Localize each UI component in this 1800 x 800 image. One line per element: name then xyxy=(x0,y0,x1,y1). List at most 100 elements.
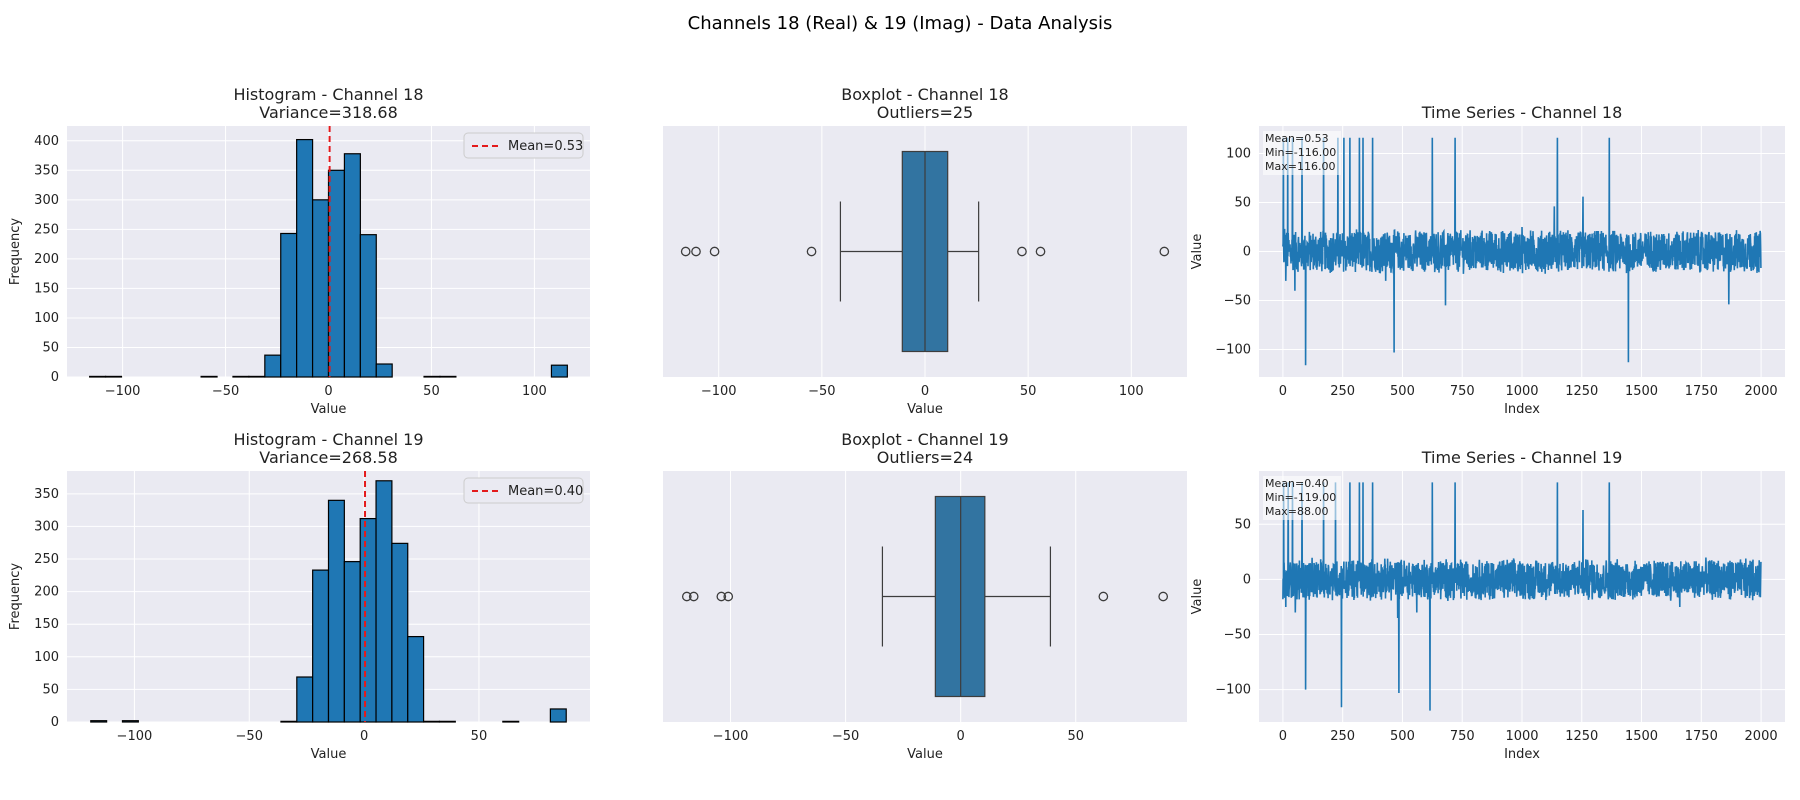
y-tick-label: 0 xyxy=(51,715,59,730)
timeseries-ch19-panel: 0 250 500 750 1000 1250 1500 1750 2000 −100 −50 0 50… xyxy=(1190,448,1785,762)
histogram-bar xyxy=(359,234,377,378)
figure-title: Channels 18 (Real) & 19 (Imag) - Data An… xyxy=(688,13,1113,34)
stats-line: Mean=0.53 xyxy=(1265,132,1329,145)
histogram-bar xyxy=(423,375,441,378)
histogram-bar xyxy=(280,232,298,378)
panel-title: Time Series - Channel 19 xyxy=(1421,448,1623,467)
x-tick-label: −50 xyxy=(832,729,859,744)
panel-subtitle: Outliers=25 xyxy=(877,103,973,122)
x-axis-label: Value xyxy=(907,402,943,417)
y-tick-label: 0 xyxy=(1243,245,1251,260)
legend-box xyxy=(463,477,584,504)
series-line xyxy=(1282,482,1762,711)
histogram-bar xyxy=(343,153,361,378)
x-tick-label: 500 xyxy=(1390,729,1415,744)
y-tick-label: −100 xyxy=(1215,343,1251,358)
histogram-bar xyxy=(104,375,123,378)
histogram-bar xyxy=(549,708,567,723)
panel-title: Histogram - Channel 18 xyxy=(233,85,423,104)
histogram-bar xyxy=(343,561,361,723)
x-tick-label: 0 xyxy=(360,729,368,744)
x-axis-label: Value xyxy=(907,747,943,762)
histogram-bar xyxy=(121,720,139,723)
boxplot-ch18-panel: −100 −50 0 50 100 Boxplot - Channel 18Outlier… xyxy=(663,85,1187,417)
histogram-bar xyxy=(312,569,330,723)
histogram-ch18-panel: −100 −50 0 50 100 0 50 100 150 200 250 300 350 400 His… xyxy=(8,85,590,417)
histogram-bar xyxy=(90,720,108,723)
legend: Mean=0.40 xyxy=(463,477,584,504)
legend-box xyxy=(463,132,584,159)
y-tick-label: −50 xyxy=(1224,628,1251,643)
x-tick-label: 1750 xyxy=(1685,384,1718,399)
panel-title: Time Series - Channel 18 xyxy=(1421,103,1623,122)
outlier-point xyxy=(1035,246,1046,257)
y-tick-label: 0 xyxy=(1243,572,1251,587)
outlier-point xyxy=(716,591,727,602)
stats-background xyxy=(1263,131,1341,175)
panel-subtitle: Variance=318.68 xyxy=(259,103,398,122)
x-tick-label: −100 xyxy=(701,384,737,399)
histogram-bar xyxy=(264,354,282,378)
panel-title: Histogram - Channel 19 xyxy=(233,430,423,449)
stats-line: Min=-119.00 xyxy=(1265,491,1336,504)
y-tick-label: 100 xyxy=(34,650,59,665)
histogram-bar xyxy=(232,375,250,378)
x-tick-label: 0 xyxy=(921,384,929,399)
x-tick-label: 1500 xyxy=(1625,384,1658,399)
histogram-bar xyxy=(502,720,520,723)
y-tick-label: 100 xyxy=(34,311,59,326)
panel-subtitle: Variance=268.58 xyxy=(259,448,398,467)
histogram-bar xyxy=(391,542,409,723)
x-tick-label: 0 xyxy=(1279,729,1287,744)
outlier-point xyxy=(709,246,720,257)
outlier-point xyxy=(1159,246,1170,257)
outlier-point xyxy=(680,246,691,257)
y-tick-label: 50 xyxy=(1234,195,1251,210)
x-tick-label: 0 xyxy=(957,729,965,744)
histogram-bar xyxy=(200,375,218,378)
histogram-bar xyxy=(248,375,266,378)
y-axis-label: Frequency xyxy=(8,563,23,630)
y-tick-label: 250 xyxy=(34,222,59,237)
x-axis-label: Value xyxy=(311,402,347,417)
x-axis-label: Index xyxy=(1504,747,1540,762)
y-tick-label: 50 xyxy=(42,682,59,697)
histogram-bar xyxy=(407,635,425,723)
y-tick-label: −100 xyxy=(1215,683,1251,698)
x-tick-label: 1750 xyxy=(1685,729,1718,744)
histogram-bar xyxy=(439,375,457,378)
x-tick-label: −100 xyxy=(117,729,153,744)
x-tick-label: −50 xyxy=(808,384,835,399)
x-tick-label: 50 xyxy=(471,729,488,744)
legend-label: Mean=0.40 xyxy=(508,484,583,499)
outlier-point xyxy=(681,591,692,602)
y-axis-label: Frequency xyxy=(8,218,23,285)
x-tick-label: 750 xyxy=(1450,729,1475,744)
outlier-point xyxy=(1017,246,1027,257)
histogram-bar xyxy=(327,169,346,378)
y-tick-label: 100 xyxy=(1226,146,1251,161)
x-tick-label: 0 xyxy=(1279,384,1287,399)
panel-title: Boxplot - Channel 19 xyxy=(841,430,1008,449)
outlier-point xyxy=(1098,591,1109,602)
histogram-bar xyxy=(359,517,377,723)
y-tick-label: 0 xyxy=(51,370,59,385)
y-tick-label: 150 xyxy=(34,617,59,632)
y-tick-label: 350 xyxy=(34,163,59,178)
histogram-bar xyxy=(375,363,393,378)
x-tick-label: 1500 xyxy=(1625,729,1658,744)
histogram-bar xyxy=(89,375,107,378)
y-tick-label: 400 xyxy=(34,134,59,149)
x-tick-label: 100 xyxy=(522,384,547,399)
outlier-point xyxy=(723,591,734,602)
histogram-bar xyxy=(311,199,330,378)
stats-line: Min=-116.00 xyxy=(1265,146,1336,159)
outlier-point xyxy=(691,246,701,257)
boxplot-ch19-panel: −100 −50 0 50 Boxplot - Channel 19Outliers=2… xyxy=(663,430,1187,762)
y-tick-label: 50 xyxy=(42,340,59,355)
x-tick-label: −100 xyxy=(105,384,141,399)
histogram-bar xyxy=(296,676,314,723)
histogram-bar xyxy=(280,720,298,723)
outlier-point xyxy=(806,246,817,257)
